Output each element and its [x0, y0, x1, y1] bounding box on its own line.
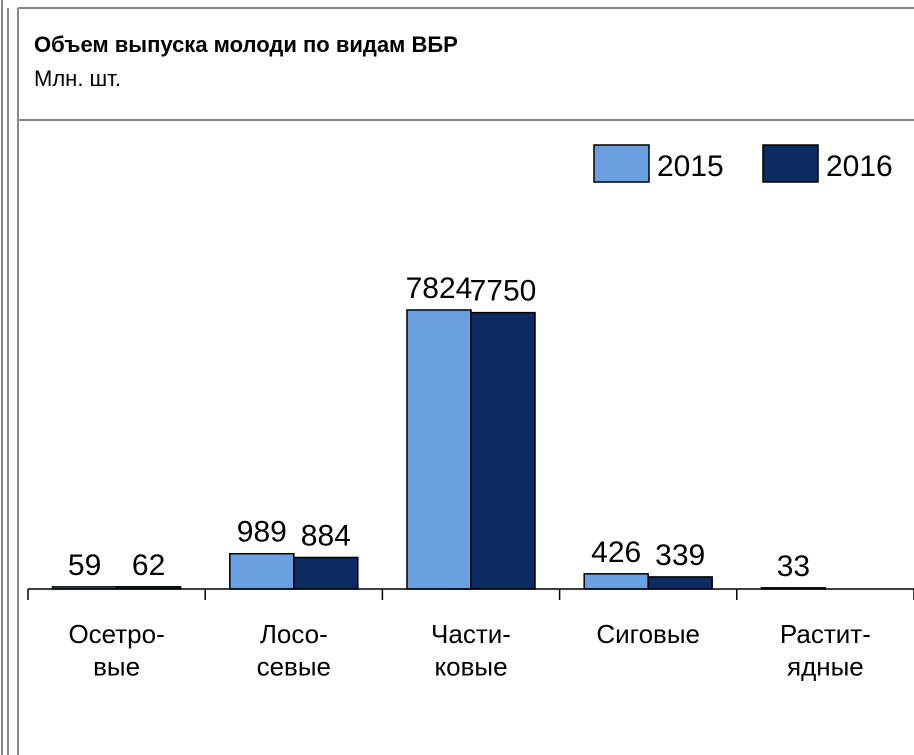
- data-label: 339: [655, 539, 705, 572]
- x-tick-label: Лосо-севые: [257, 619, 331, 682]
- bar: [293, 556, 359, 590]
- data-label: 62: [132, 549, 165, 582]
- data-label: 33: [777, 550, 810, 583]
- legend-swatch: [762, 144, 819, 183]
- bar: [647, 576, 713, 590]
- legend-label: 2016: [826, 150, 893, 183]
- data-label: 989: [237, 516, 287, 549]
- x-tick-label: Растит-ядные: [780, 619, 871, 682]
- x-tick-label: Части-ковые: [431, 619, 511, 682]
- chart-subtitle: Млн. шт.: [34, 66, 121, 91]
- bar: [229, 552, 295, 590]
- x-tick-label: Осетро-вые: [68, 619, 164, 682]
- data-label: 59: [68, 549, 101, 582]
- x-tick-label: Сиговые: [596, 619, 700, 649]
- data-label: 884: [301, 519, 351, 552]
- data-label: 7824: [406, 272, 473, 305]
- chart-title: Объем выпуска молоди по видам ВБР: [34, 32, 458, 57]
- legend-swatch: [593, 144, 650, 183]
- bar: [470, 311, 536, 590]
- bar: [583, 573, 649, 590]
- bar: [406, 309, 472, 590]
- data-label: 7750: [470, 275, 537, 308]
- data-label: 426: [591, 536, 641, 569]
- legend-label: 2015: [657, 150, 724, 183]
